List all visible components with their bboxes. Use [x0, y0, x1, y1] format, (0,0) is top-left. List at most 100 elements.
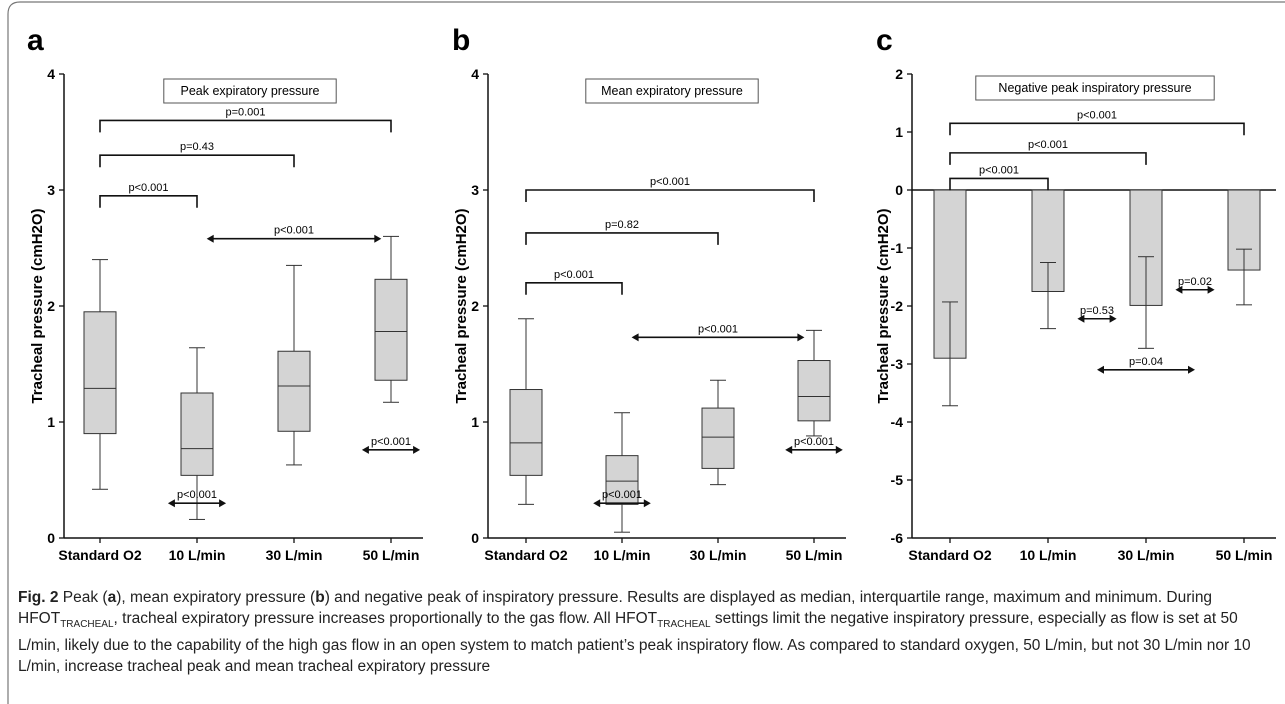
y-tick-label: 3 — [47, 182, 55, 198]
significance-label: p=0.82 — [605, 219, 639, 231]
caption-text-3: ) and negative peak of inspiratory press… — [18, 589, 1213, 627]
comparison-label: p<0.001 — [602, 489, 642, 501]
y-tick-label: 1 — [471, 414, 479, 430]
comparison-label: p<0.001 — [177, 489, 217, 501]
comparison-label: p<0.001 — [274, 225, 314, 237]
caption-text-5: settings limit the negative inspiratory … — [18, 610, 1251, 676]
arrow-head-left — [785, 445, 793, 454]
caption-text-4: , tracheal expiratory pressure increases… — [113, 610, 658, 627]
caption-a: a — [107, 589, 117, 606]
significance-bracket — [99, 195, 198, 208]
panel-label-c: c — [876, 24, 893, 57]
box-iqr — [180, 392, 214, 476]
significance-label: p<0.001 — [1028, 139, 1068, 151]
box-iqr — [374, 278, 408, 381]
significance-bracket — [99, 154, 295, 168]
y-tick-label: 0 — [471, 530, 479, 546]
box-iqr — [83, 311, 117, 435]
chart-title-box — [585, 78, 759, 104]
y-axis-label: Tracheal pressure (cmH2O) — [453, 208, 470, 403]
significance-label: p<0.001 — [128, 182, 168, 194]
box-iqr — [277, 350, 311, 432]
y-tick-label: 2 — [471, 298, 479, 314]
comparison-label: p<0.001 — [371, 436, 411, 448]
arrow-head-left — [206, 234, 214, 243]
x-tick-label: Standard O2 — [58, 547, 141, 563]
arrow-head-right — [643, 499, 651, 508]
arrow-head-right — [797, 333, 805, 342]
comparison-label: p=0.04 — [1129, 356, 1163, 368]
chart-mean-expiratory-pressure: 0 1 2 3 4 Tracheal pressure (cmH2O) Standard O… — [453, 66, 846, 563]
significance-label: p<0.001 — [650, 176, 690, 188]
chart-title: Peak expiratory pressure — [181, 84, 320, 98]
arrow-head-left — [361, 445, 369, 454]
significance-bracket — [99, 119, 392, 133]
panel-label-a: a — [27, 24, 44, 57]
caption-text-1: Peak ( — [58, 589, 108, 606]
y-axis-label: Tracheal pressure (cmH2O) — [875, 208, 892, 403]
x-tick-label: 30 L/min — [266, 547, 323, 563]
y-tick-label: 0 — [47, 530, 55, 546]
caption-sub-1: TRACHEAL — [60, 619, 114, 631]
y-tick-label: -5 — [891, 472, 904, 488]
significance-bracket — [949, 177, 1049, 191]
y-tick-label: 2 — [895, 66, 903, 82]
arrow-head-left — [1175, 285, 1183, 294]
significance-label: p=0.001 — [225, 106, 265, 118]
x-tick-label: 10 L/min — [594, 547, 651, 563]
comparison-label: p=0.53 — [1080, 305, 1114, 317]
caption-sub-2: TRACHEAL — [657, 619, 711, 631]
significance-bracket — [949, 152, 1147, 165]
box-iqr — [797, 360, 831, 422]
arrow-head-right — [1188, 365, 1195, 374]
y-tick-label: 4 — [471, 66, 479, 82]
comparison-label: p<0.001 — [698, 323, 738, 335]
figure-border — [7, 1, 1285, 704]
x-tick-label: Standard O2 — [908, 547, 991, 563]
chart-title: Negative peak inspiratory pressure — [998, 81, 1191, 95]
chart-title: Mean expiratory pressure — [601, 84, 743, 98]
arrow-head-right — [219, 499, 227, 508]
x-tick-label: Standard O2 — [484, 547, 567, 563]
arrow-head-left — [1097, 365, 1104, 374]
significance-label: p<0.001 — [554, 269, 594, 281]
x-tick-label: 30 L/min — [1118, 547, 1175, 563]
comparison-label: p<0.001 — [794, 436, 834, 448]
y-tick-label: 4 — [47, 66, 55, 82]
caption-text-2: ), mean expiratory pressure ( — [116, 589, 316, 606]
arrow-head-right — [374, 234, 382, 243]
y-axis-label: Tracheal pressure (cmH2O) — [29, 208, 46, 403]
box-iqr — [605, 455, 639, 505]
x-tick-label: 50 L/min — [1216, 547, 1273, 563]
significance-bracket — [525, 232, 719, 245]
y-tick-label: 1 — [895, 124, 903, 140]
arrow-head-right — [835, 445, 843, 454]
arrow-head-left — [631, 333, 639, 342]
y-tick-label: 3 — [471, 182, 479, 198]
y-tick-label: 1 — [47, 414, 55, 430]
y-tick-label: -3 — [891, 356, 904, 372]
significance-label: p=0.43 — [180, 141, 214, 153]
arrow-head-right — [1109, 314, 1117, 323]
chart-negative-peak-inspiratory-pressure: -6 -5 -4 -3 -2 -1 0 1 2 Tracheal pressure (cmH2O)… — [875, 66, 1276, 563]
significance-bracket — [949, 122, 1245, 136]
x-tick-label: 50 L/min — [786, 547, 843, 563]
arrow-head-left — [1077, 314, 1085, 323]
y-tick-label: -1 — [891, 240, 904, 256]
figure-caption: Fig. 2 Peak (a), mean expiratory pressur… — [18, 587, 1268, 677]
y-tick-label: -6 — [891, 530, 904, 546]
chart-peak-expiratory-pressure: 0 1 2 3 4 Tracheal pressure (cmH2O) Standard O… — [29, 66, 423, 563]
caption-b: b — [315, 589, 325, 606]
box-iqr — [701, 407, 735, 469]
x-tick-label: 10 L/min — [1020, 547, 1077, 563]
significance-label: p<0.001 — [1077, 109, 1117, 121]
y-tick-label: 2 — [47, 298, 55, 314]
x-tick-label: 10 L/min — [169, 547, 226, 563]
caption-fig-label: Fig. 2 — [18, 589, 59, 606]
significance-label: p<0.001 — [979, 164, 1019, 176]
chart-title-box — [975, 75, 1215, 101]
arrow-head-left — [167, 499, 175, 508]
box-iqr — [509, 389, 543, 476]
arrow-head-right — [1207, 285, 1215, 294]
